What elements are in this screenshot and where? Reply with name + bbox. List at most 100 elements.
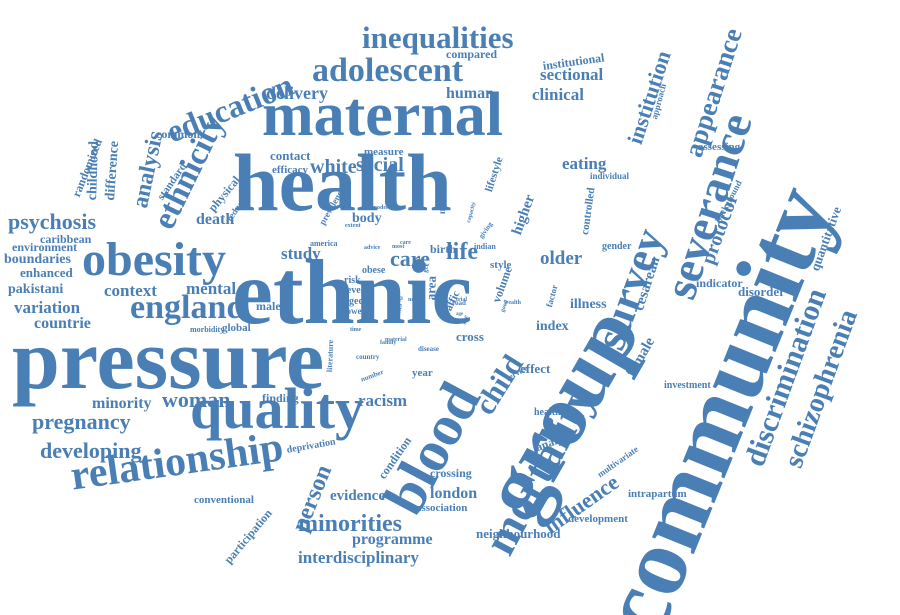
cloud-word: crossing: [430, 466, 472, 480]
cloud-word: risk: [344, 275, 361, 286]
cloud-word: death: [196, 211, 235, 228]
cloud-word: interdisciplinary: [298, 548, 419, 567]
cloud-word: healthy: [534, 407, 566, 418]
cloud-word: area: [423, 275, 439, 301]
cloud-word: boundaries: [4, 252, 71, 267]
cloud-word: social: [356, 154, 404, 176]
cloud-word: help: [390, 294, 403, 302]
cloud-word: environment: [12, 240, 78, 254]
cloud-word: wealth: [504, 300, 521, 306]
cloud-word: pakistani: [8, 282, 64, 297]
cloud-word: illness: [570, 297, 607, 312]
cloud-word: literature: [325, 339, 336, 373]
cloud-word: style: [490, 259, 512, 271]
cloud-word: obesity: [82, 233, 226, 286]
cloud-word: london: [430, 485, 478, 502]
cloud-word: aged: [344, 296, 364, 307]
cloud-word: birth: [430, 242, 457, 256]
cloud-word: developing: [40, 438, 142, 463]
cloud-word: morbidity: [190, 325, 225, 334]
cloud-word: indian: [474, 242, 496, 251]
cloud-word: participation: [221, 506, 275, 567]
cloud-word: caribbean: [40, 232, 92, 246]
cloud-word: lower: [344, 306, 366, 316]
cloud-word: assessing: [698, 141, 741, 153]
cloud-word: minorities: [298, 511, 402, 537]
cloud-word: cross: [456, 329, 484, 344]
cloud-word: age: [456, 312, 464, 317]
cloud-word: index: [536, 319, 569, 334]
cloud-word: factor: [544, 283, 560, 309]
cloud-word: older: [540, 248, 583, 269]
cloud-word: road: [452, 299, 466, 307]
cloud-word: higher: [509, 192, 539, 238]
cloud-word: investment: [664, 380, 711, 391]
cloud-word: countrie: [34, 315, 91, 332]
cloud-word: eating: [562, 154, 607, 173]
cloud-word: extent: [345, 223, 361, 229]
cloud-word: capacity: [466, 201, 478, 224]
cloud-word: material: [385, 337, 407, 343]
cloud-word: variation: [14, 298, 81, 317]
cloud-word: study: [281, 244, 321, 263]
cloud-word: body: [352, 211, 382, 226]
cloud-word: care: [390, 246, 430, 271]
cloud-word: speed: [415, 302, 425, 323]
cloud-word: conventional: [194, 494, 254, 506]
cloud-word: number: [359, 367, 385, 384]
cloud-word: racism: [358, 391, 408, 410]
cloud-word: indicator: [696, 276, 743, 290]
cloud-word: global: [222, 322, 251, 334]
cloud-word: controlled: [579, 186, 598, 236]
cloud-word: institution: [622, 47, 676, 148]
cloud-word: pregnancy: [32, 409, 131, 434]
cloud-word: enhanced: [20, 265, 73, 280]
cloud-word: life: [446, 239, 478, 265]
cloud-word: england: [130, 289, 246, 326]
cloud-word: measure: [364, 146, 404, 158]
cloud-word: country: [356, 353, 380, 361]
cloud-word: need: [408, 297, 420, 303]
cloud-word: efficacy: [272, 164, 309, 176]
cloud-word: care: [400, 240, 411, 246]
cloud-word: contact: [270, 148, 311, 163]
cloud-word: context: [104, 281, 157, 300]
cloud-word: year: [412, 367, 433, 379]
cloud-word: obese: [362, 265, 386, 276]
cloud-word: white: [310, 156, 357, 178]
cloud-word: human: [446, 85, 495, 102]
cloud-word: adolescent: [312, 52, 464, 89]
cloud-word: time: [350, 327, 362, 333]
cloud-word: association: [416, 502, 468, 514]
cloud-word: model: [372, 205, 388, 211]
cloud-word: neighbourhood: [476, 526, 561, 541]
cloud-word: finding: [262, 391, 299, 405]
cloud-word: maternal: [262, 81, 504, 149]
cloud-word: intrapartum: [628, 488, 687, 500]
cloud-word: clinical: [532, 85, 584, 104]
cloud-word: quality: [190, 376, 365, 441]
cloud-word: disorder: [738, 284, 785, 299]
cloud-word: most: [392, 244, 405, 250]
cloud-word: trial: [456, 297, 467, 303]
cloud-word: gender: [602, 241, 632, 252]
cloud-word: development: [568, 513, 628, 525]
cloud-word: giving: [477, 220, 495, 241]
cloud-word: mental: [186, 279, 237, 298]
cloud-word: common: [156, 127, 200, 141]
cloud-word: sectional: [540, 65, 604, 84]
cloud-word: difference: [103, 140, 123, 201]
cloud-word: inequalities: [362, 20, 514, 55]
cloud-word: individual: [590, 171, 630, 181]
cloud-word: level: [344, 285, 364, 296]
cloud-word: delivery: [266, 83, 328, 103]
cloud-word: disease: [418, 345, 439, 353]
cloud-word: evidence: [330, 488, 385, 504]
cloud-word: lifestyle: [483, 155, 506, 194]
cloud-word: advice: [364, 245, 381, 251]
cloud-word: psychosis: [8, 209, 97, 234]
cloud-word: programme: [352, 531, 433, 548]
cloud-word: male: [256, 299, 281, 313]
cloud-word: ethnic: [232, 241, 473, 343]
